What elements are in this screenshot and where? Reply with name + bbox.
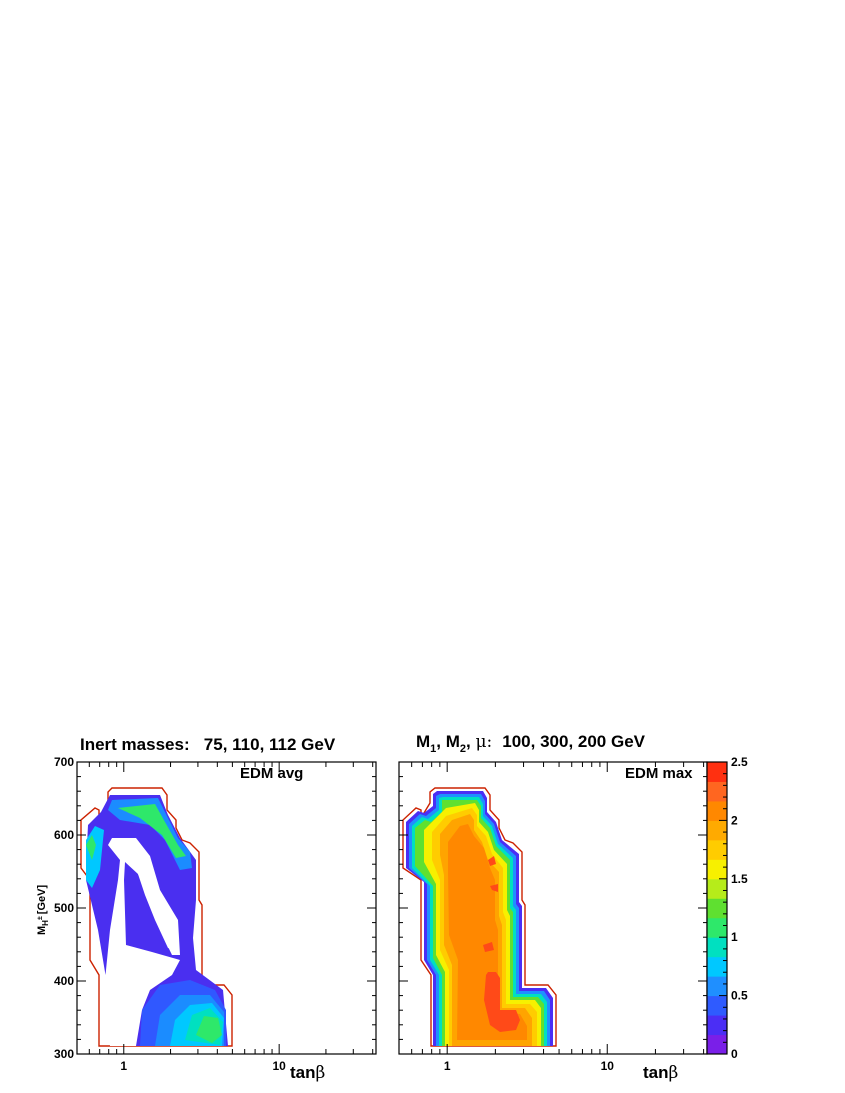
left-region-left-green bbox=[86, 835, 96, 860]
colorbar-tick-label: 2 bbox=[731, 813, 738, 827]
right-annotation: EDM max bbox=[625, 765, 693, 782]
left-region-gap bbox=[104, 838, 180, 1046]
left-region-boundary bbox=[80, 787, 233, 1047]
right-panel: 1 10 EDM max tanβ bbox=[398, 761, 708, 1083]
colorbar-swatch bbox=[707, 976, 727, 997]
left-ylabel: MH±[GeV] bbox=[36, 885, 50, 935]
left-region-gap-inner bbox=[136, 868, 176, 950]
left-x-axis: 1 10 bbox=[76, 762, 374, 1073]
right-core-red-4 bbox=[490, 884, 498, 892]
colorbar-swatch bbox=[707, 762, 727, 782]
colorbar-frame bbox=[706, 761, 728, 1055]
right-core-red-2 bbox=[483, 942, 494, 952]
y-tick-label: 400 bbox=[54, 974, 74, 988]
colorbar-tick-label: 0.5 bbox=[731, 989, 748, 1003]
colorbar-swatch bbox=[707, 937, 727, 958]
x-tick-label: 10 bbox=[601, 1059, 615, 1073]
left-region-top-cyan bbox=[108, 798, 192, 870]
left-heatmap bbox=[80, 787, 233, 1047]
colorbar-swatch bbox=[707, 1034, 727, 1055]
colorbar-swatch bbox=[707, 917, 727, 938]
left-annotation: EDM avg bbox=[240, 765, 303, 782]
right-region-boundary bbox=[402, 787, 557, 1047]
left-region-green bbox=[196, 1016, 222, 1043]
colorbar-swatch bbox=[707, 995, 727, 1016]
left-y-axis: 300 400 500 600 700 bbox=[54, 755, 376, 1061]
colorbar-swatches bbox=[707, 762, 727, 1055]
right-y-axis bbox=[399, 761, 707, 1055]
right-heatmap bbox=[402, 787, 557, 1047]
left-xlabel: tanβ bbox=[290, 1063, 325, 1083]
colorbar-swatch bbox=[707, 800, 727, 821]
y-tick-label: 300 bbox=[54, 1047, 74, 1061]
colorbar-swatch bbox=[707, 839, 727, 860]
x-tick-label: 1 bbox=[444, 1059, 451, 1073]
right-core-red-3 bbox=[488, 856, 496, 866]
right-title: M1, M2, μ: 100, 300, 200 GeV bbox=[416, 732, 646, 755]
colorbar-tick-label: 0 bbox=[731, 1047, 738, 1061]
colorbar-tick-label: 1.5 bbox=[731, 872, 748, 886]
right-xlabel: tanβ bbox=[643, 1063, 678, 1083]
colorbar-swatch bbox=[707, 878, 727, 899]
left-panel: 300 400 500 600 700 1 10 EDM avg tanβ MH±[GeV… bbox=[36, 755, 377, 1083]
right-core-red-1 bbox=[484, 972, 520, 1032]
y-tick-label: 700 bbox=[54, 755, 74, 769]
y-tick-label: 600 bbox=[54, 828, 74, 842]
colorbar-swatch bbox=[707, 1015, 727, 1036]
colorbar-tick-label: 1 bbox=[731, 930, 738, 944]
colorbar-swatch bbox=[707, 820, 727, 841]
x-tick-label: 10 bbox=[272, 1059, 286, 1073]
right-core-orange bbox=[448, 824, 527, 1040]
colorbar-swatch bbox=[707, 956, 727, 977]
x-tick-label: 1 bbox=[120, 1059, 127, 1073]
y-tick-label: 500 bbox=[54, 901, 74, 915]
colorbar-swatch bbox=[707, 859, 727, 880]
colorbar-swatch bbox=[707, 898, 727, 919]
colorbar-swatch bbox=[707, 781, 727, 802]
right-x-axis: 1 10 bbox=[398, 762, 705, 1073]
colorbar-ticks: 0 0.5 1 1.5 2 2.5 bbox=[719, 755, 748, 1061]
colorbar-tick-label: 2.5 bbox=[731, 755, 748, 769]
colorbar: 0 0.5 1 1.5 2 2.5 bbox=[706, 755, 748, 1061]
left-title: Inert masses: 75, 110, 112 GeV bbox=[80, 735, 336, 754]
left-region-top-green bbox=[118, 804, 186, 858]
